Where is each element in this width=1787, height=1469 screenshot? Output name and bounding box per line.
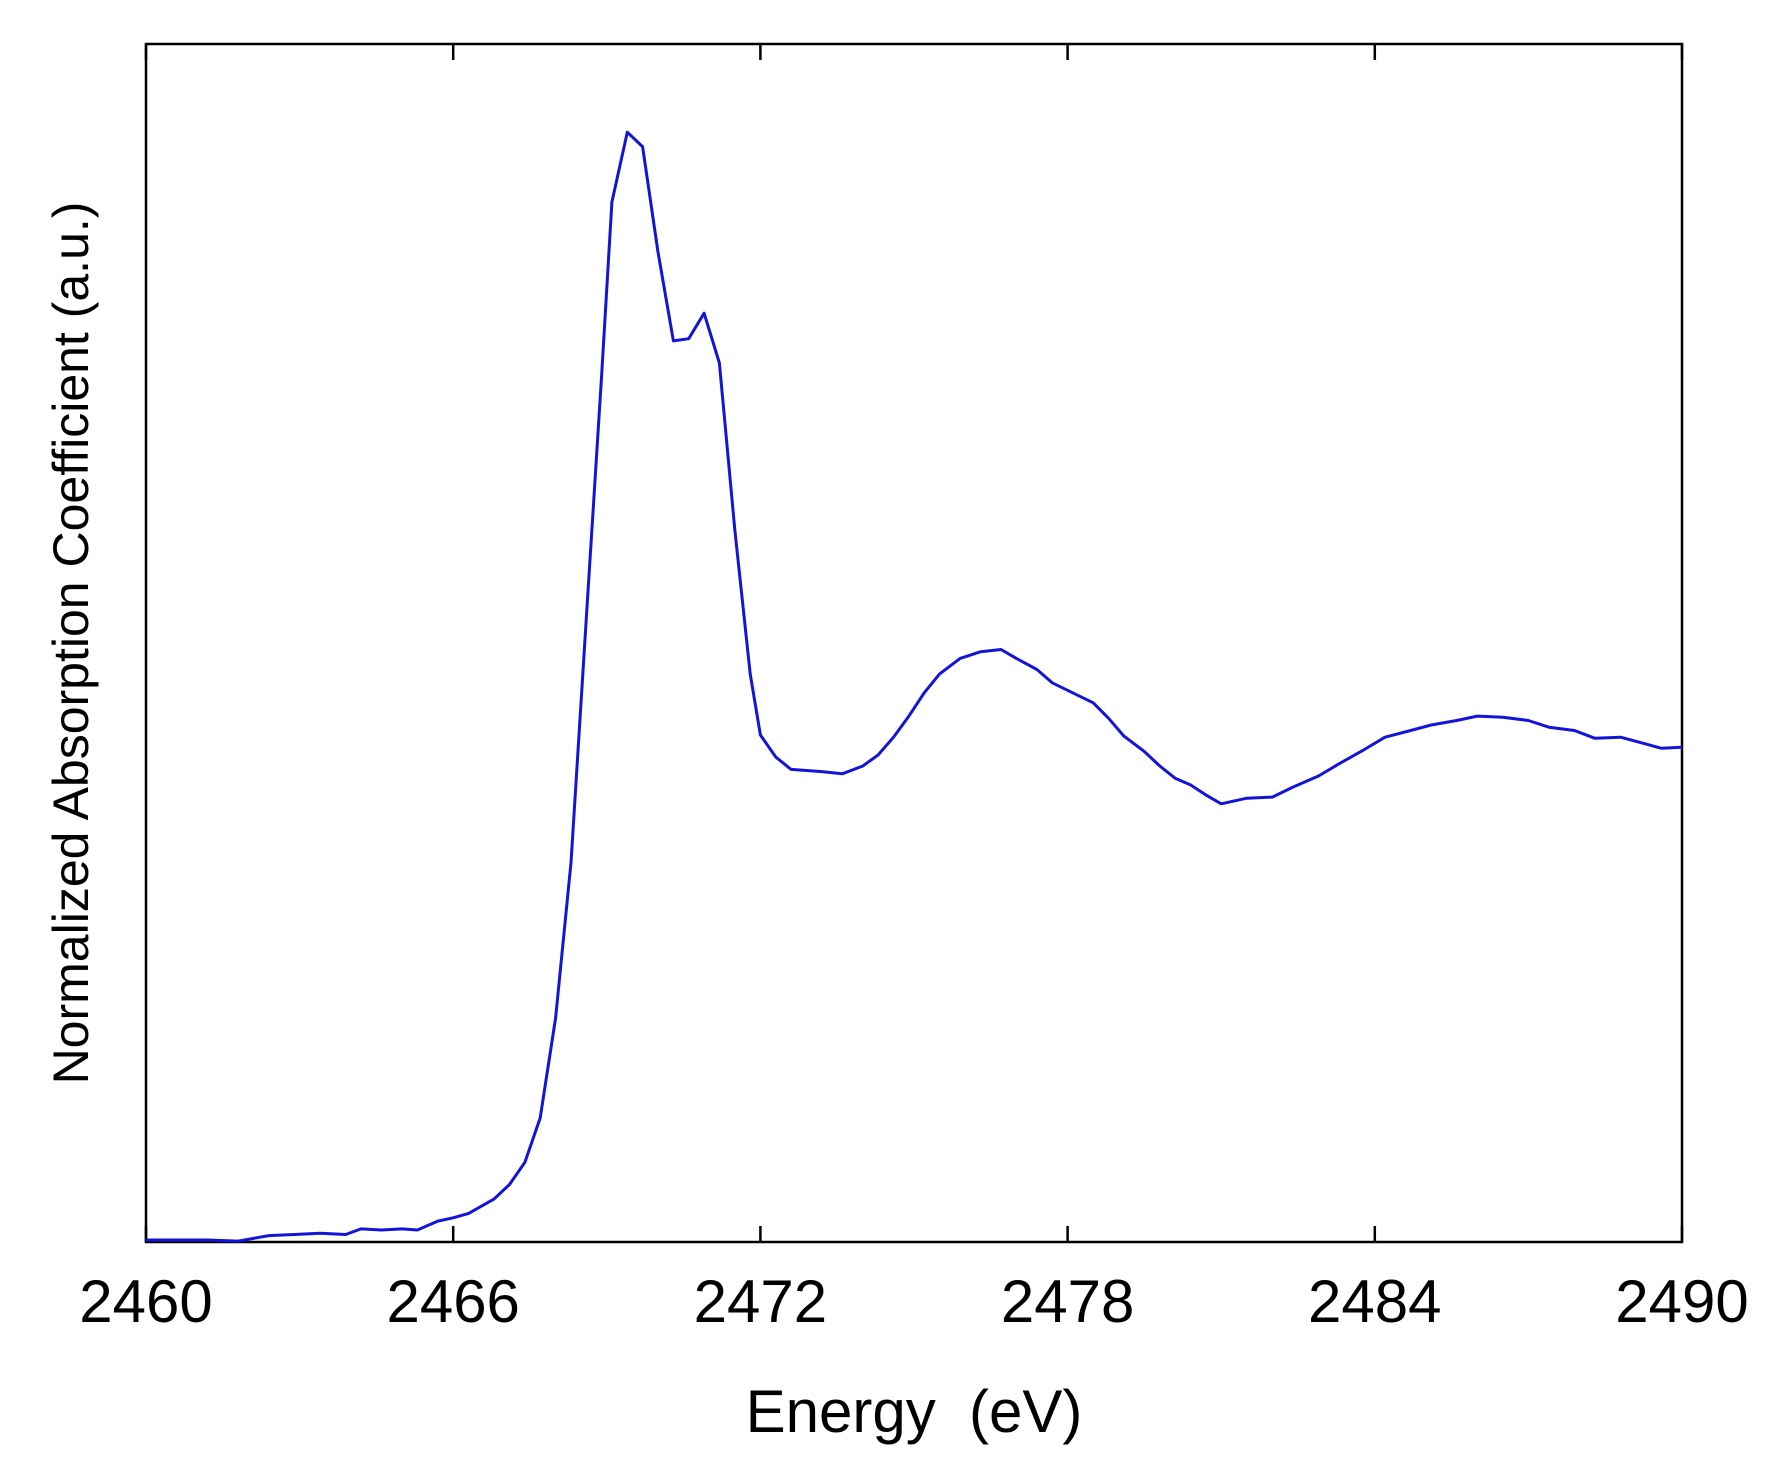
x-ticks xyxy=(144,44,1684,1242)
x-tick-label: 2484 xyxy=(1308,1268,1441,1335)
x-tick-label: 2490 xyxy=(1615,1268,1748,1335)
x-tick-label: 2460 xyxy=(79,1268,212,1335)
series-line xyxy=(146,130,1683,1243)
plot-area-frame xyxy=(144,42,1684,1244)
x-tick-labels: 2460 2466 2472 2478 2484 2490 xyxy=(79,1268,1748,1335)
y-axis-title: Normalized Absorption Coefficient (a.u.) xyxy=(43,202,99,1085)
x-tick-label: 2478 xyxy=(1001,1268,1134,1335)
x-tick-label: 2472 xyxy=(694,1268,827,1335)
x-tick-label: 2466 xyxy=(386,1268,519,1335)
x-axis-title: Energy (eV) xyxy=(746,1378,1083,1445)
